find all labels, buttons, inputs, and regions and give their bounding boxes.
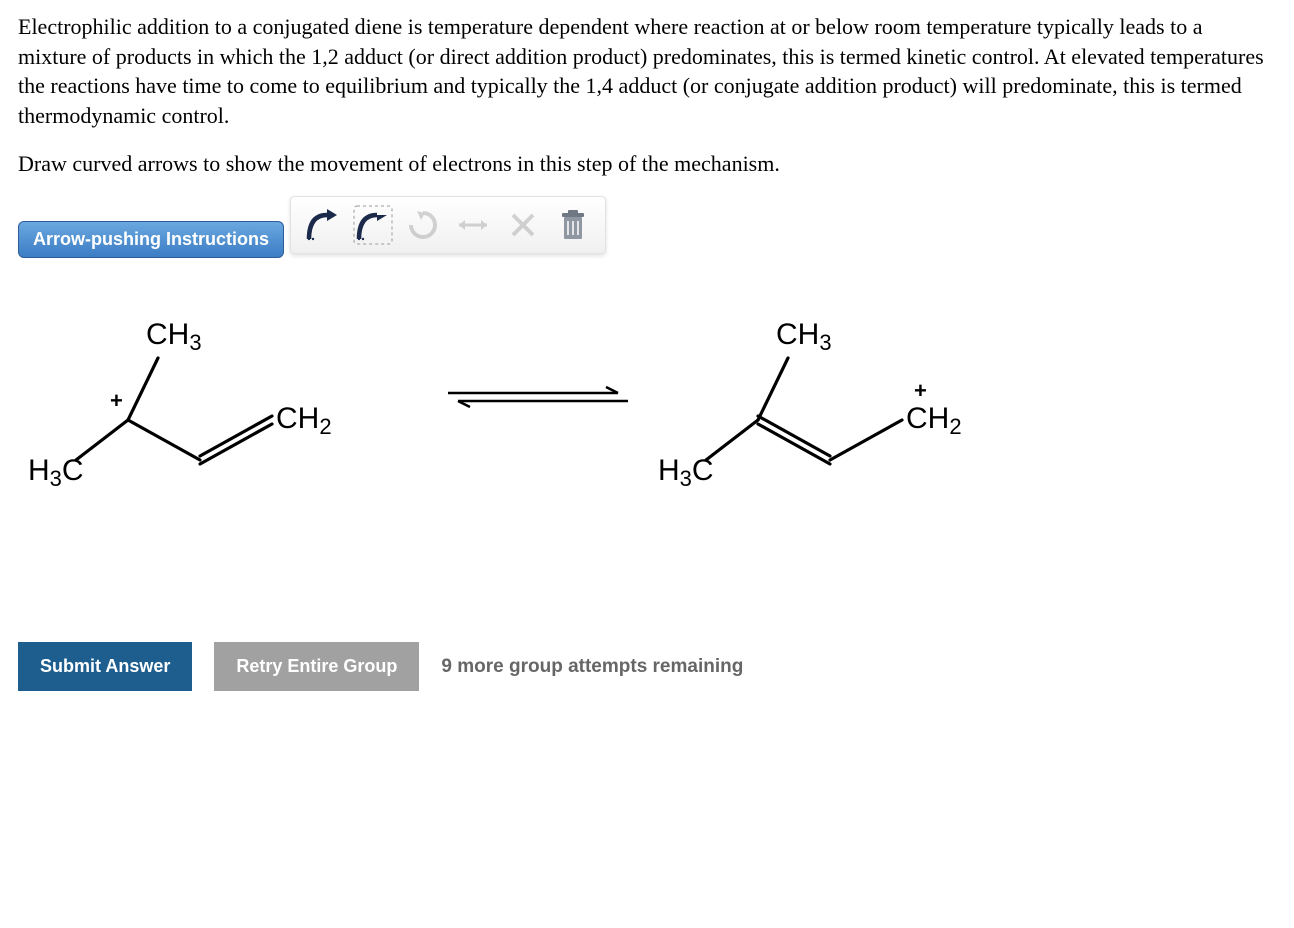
rotate-tool[interactable] xyxy=(401,203,445,247)
question-paragraph-1: Electrophilic addition to a conjugated d… xyxy=(18,12,1276,131)
submit-answer-button[interactable]: Submit Answer xyxy=(18,642,192,691)
trash-tool[interactable] xyxy=(551,203,595,247)
delete-tool[interactable] xyxy=(501,203,545,247)
ch3-label: CH3 xyxy=(776,318,832,355)
retry-group-button[interactable]: Retry Entire Group xyxy=(214,642,419,691)
attempts-remaining: 9 more group attempts remaining xyxy=(441,656,743,678)
h3c-label: H3C xyxy=(658,454,714,491)
equilibrium-arrow xyxy=(438,377,638,423)
drawing-toolbar xyxy=(290,196,606,254)
plus-charge: + xyxy=(914,378,927,403)
ch3-label: CH3 xyxy=(146,318,202,355)
question-paragraph-2: Draw curved arrows to show the movement … xyxy=(18,149,1276,179)
move-tool[interactable] xyxy=(451,203,495,247)
ch2-label: CH2 xyxy=(906,402,962,439)
h3c-label: H3C xyxy=(28,454,84,491)
full-curved-arrow-tool[interactable] xyxy=(301,203,345,247)
arrow-pushing-instructions-button[interactable]: Arrow-pushing Instructions xyxy=(18,221,284,258)
reactant-structure[interactable]: H3C CH3 CH2 + xyxy=(28,302,388,528)
ch2-label: CH2 xyxy=(276,402,332,439)
product-structure[interactable]: H3C CH3 CH2 + xyxy=(658,302,1058,528)
plus-charge: + xyxy=(110,388,123,413)
mechanism-canvas[interactable]: H3C CH3 CH2 + xyxy=(18,282,1276,622)
half-curved-arrow-tool[interactable] xyxy=(351,203,395,247)
action-bar: Submit Answer Retry Entire Group 9 more … xyxy=(18,642,1276,691)
